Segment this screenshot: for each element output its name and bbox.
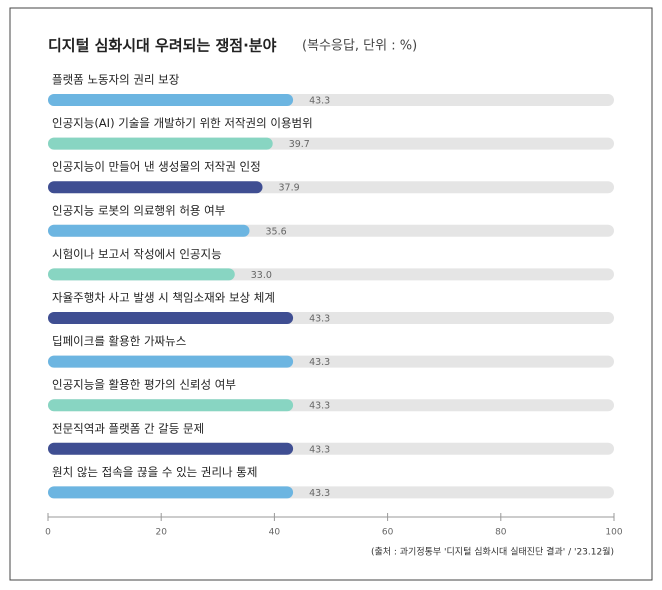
category-label: 자율주행차 사고 발생 시 책임소재와 보상 체계 [52,291,275,305]
category-label: 인공지능 로봇의 의료행위 허용 여부 [52,203,225,217]
chart-subtitle: (복수응답, 단위 : %) [302,39,417,54]
category-label: 인공지능을 활용한 평가의 신뢰성 여부 [52,378,236,392]
value-label: 43.3 [309,314,330,325]
value-label: 43.3 [309,488,330,499]
bar [48,312,294,324]
bar [48,442,294,455]
category-label: 플랫폼 노동자의 권리 보장 [52,73,180,87]
frame [9,7,653,581]
value-label: 37.9 [279,183,300,194]
x-tick-label: 20 [155,528,167,538]
category-label: 인공지능(AI) 기술을 개발하기 위한 저작권의 이용범위 [52,116,313,130]
chart-title: 디지털 심화시대 우려되는 쟁점·분야 [48,37,277,55]
bar [48,399,294,412]
category-label: 딥페이크를 활용한 가짜뉴스 [52,334,186,348]
bar [48,137,273,150]
x-tick-label: 80 [495,528,507,538]
value-label: 43.3 [309,401,330,412]
category-label: 원치 않는 접속을 끊을 수 있는 권리나 통제 [52,465,257,479]
bar [48,355,294,368]
value-label: 33.0 [251,270,272,281]
bar [48,268,235,281]
x-tick-label: 100 [605,528,622,538]
value-label: 43.3 [309,357,330,368]
bar [48,224,250,237]
bar [48,181,263,194]
category-label: 시험이나 보고서 작성에서 인공지능 [52,247,222,261]
bar [48,486,294,499]
value-label: 35.6 [265,226,286,237]
value-label: 39.7 [289,139,310,150]
x-tick-label: 0 [45,528,51,538]
source-note: (출처 : 과기정통부 '디지털 심화시대 실태진단 결과' / '23.12월… [371,546,614,558]
x-tick-label: 60 [382,528,394,538]
bar [48,94,294,106]
value-label: 43.3 [309,96,330,107]
x-tick-label: 40 [269,528,281,538]
category-label: 전문직역과 플랫폼 간 갈등 문제 [52,421,204,435]
category-label: 인공지능이 만들어 낸 생성물의 저작권 인정 [52,160,261,174]
value-label: 43.3 [309,444,330,455]
